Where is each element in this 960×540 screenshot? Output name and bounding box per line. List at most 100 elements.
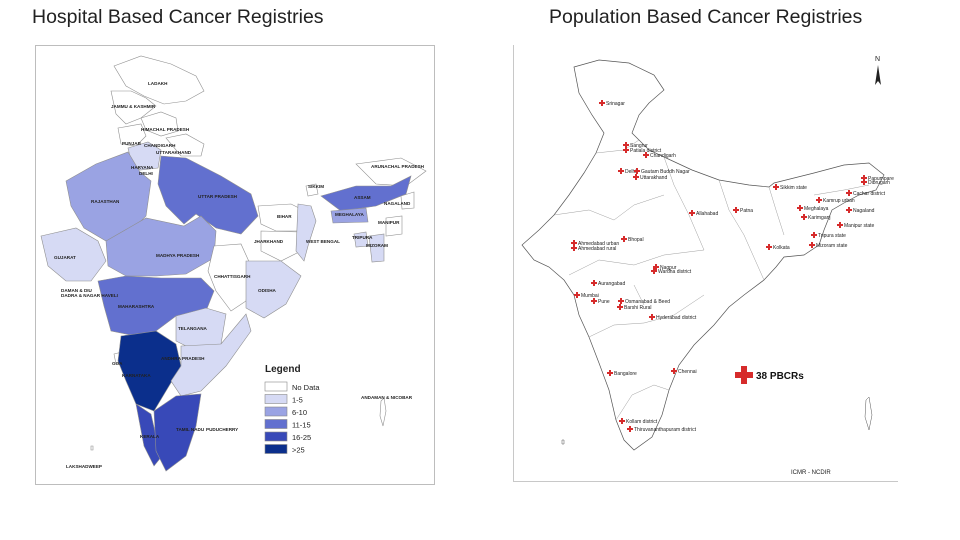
label-rajasthan: RAJASTHAN [91, 199, 120, 204]
label-up: UTTAR PRADESH [198, 194, 238, 199]
pbcr-marker-icon [733, 207, 739, 213]
region-wb [295, 203, 317, 262]
legend-label: 1-5 [292, 396, 303, 405]
pbcr-city-label: Bhopal [628, 237, 644, 243]
pbcr-marker-icon [571, 240, 577, 246]
legend-label: No Data [292, 383, 320, 392]
label-lakshadweep: LAKSHADWEEP [66, 464, 102, 469]
pbcr-marker-icon [634, 168, 640, 174]
pbcr-marker-icon [618, 298, 624, 304]
legend-swatch [264, 394, 288, 404]
pbcr-city-label: Kollam district [626, 419, 658, 425]
label-kerala: KERALA [140, 434, 160, 439]
label-sikkim: SIKKIM [308, 184, 324, 189]
region-rajasthan [65, 151, 152, 242]
label-karnataka: KARNATAKA [122, 373, 151, 378]
pbcr-city-label: Mumbai [581, 293, 599, 299]
region-sikkim [305, 183, 319, 197]
legend-swatch [264, 381, 288, 392]
region-manipur [385, 215, 403, 237]
label-arunachal: ARUNACHAL PRADESH [371, 164, 425, 169]
pbcr-marker-icon [633, 174, 639, 180]
region-tripura [353, 231, 369, 248]
pbcr-city-label: Manipur state [844, 223, 875, 229]
pbcr-city-label: Bangalore [614, 371, 637, 377]
label-chhattisgarh: CHHATTISGARH [214, 274, 251, 279]
label-uttarakhand: UTTARAKHAND [156, 150, 192, 155]
pbcr-marker-icon [607, 370, 613, 376]
pbcr-marker-icon [623, 142, 629, 148]
pbcr-city-label: Kamrup urban [823, 198, 855, 204]
north-arrow: N [875, 56, 881, 85]
pbcr-city-label: Meghalaya [804, 206, 829, 212]
pbcr-marker-icon [837, 222, 843, 228]
pbcr-marker-icon [599, 100, 605, 106]
pbcr-city-label: Nagaland [853, 208, 875, 214]
pbcr-city-label: Hyderabad district [656, 315, 697, 321]
pbcr-marker-icon [619, 418, 625, 424]
right-map-title: Population Based Cancer Registries [549, 6, 863, 28]
hbcr-map-panel: LADAKH JAMMU & KASHMIR HIMACHAL PRADESH … [35, 45, 435, 485]
region-nagaland [400, 191, 415, 210]
pbcr-city-label: Patna [740, 208, 753, 214]
pbcr-marker-icon [571, 245, 577, 251]
legend-swatch [264, 444, 288, 454]
pbcr-city-label: Barshi Rural [624, 305, 652, 311]
pbcr-city-label: Chennai [678, 369, 697, 375]
pbcr-city-label: Uttarakhand [640, 175, 667, 181]
label-ap: ANDHRA PRADESH [161, 356, 205, 361]
pbcr-city-label: Osmanabad & Beed [625, 299, 670, 305]
pbcr-marker-icon [801, 214, 807, 220]
region-andaman [379, 397, 387, 427]
pbcr-marker-icon [846, 190, 852, 196]
pbcr-marker-icon [689, 210, 695, 216]
pbcr-marker-icon [816, 197, 822, 203]
hbcr-map-svg: LADAKH JAMMU & KASHMIR HIMACHAL PRADESH … [40, 55, 427, 472]
map-legend: Legend No Data 1-5 6-10 11-15 16-25 >25 [264, 364, 320, 455]
pbcr-marker-icon [766, 244, 772, 250]
pbcr-marker-icon [627, 426, 633, 432]
region-meghalaya [330, 207, 369, 224]
label-dnh: DAMAN & DIU [61, 288, 93, 293]
pbcr-marker-icon [643, 152, 649, 158]
region-mizoram [368, 233, 385, 263]
pbcr-city-label: Gautam Buddh Nagar [641, 169, 690, 175]
label-mizoram: MIZORAM [366, 243, 388, 248]
pbcr-city-label: Wardha district [658, 269, 692, 275]
label-nagaland: NAGALAND [384, 201, 411, 206]
legend-swatch [264, 431, 288, 442]
region-up [157, 155, 259, 235]
label-telangana: TELANGANA [178, 326, 208, 331]
pbcr-marker-icon [809, 242, 815, 248]
pbcr-city-label: Dibrugarh [868, 180, 890, 186]
pbcr-city-label: Sikkim state [780, 185, 807, 191]
pbcr-city-label: Aurangabad [598, 281, 625, 287]
legend-label: 11-15 [292, 421, 311, 430]
pbcr-marker-icon [621, 236, 627, 242]
pbcr-city-label: Papumpare [868, 176, 894, 182]
label-dnh2: DADRA & NAGAR HAVELI [61, 293, 118, 298]
region-odisha [245, 260, 302, 319]
lakshadweep-islands [561, 439, 565, 445]
region-karnataka [117, 330, 182, 412]
pbcr-city-label: Pune [598, 299, 610, 305]
pbcr-city-label: Tripura state [818, 233, 846, 239]
region-lakshadweep [90, 445, 94, 451]
pbcr-city-label: Patiala district [630, 148, 662, 154]
region-jk [110, 90, 157, 125]
label-bihar: BIHAR [277, 214, 292, 219]
andaman-islands [864, 396, 873, 431]
region-punjab [117, 123, 147, 147]
pbcr-city-label: Karimganj [808, 215, 831, 221]
pbcr-marker-icon [773, 184, 779, 190]
pbcr-marker-icon [623, 147, 629, 153]
region-uttarakhand [165, 133, 205, 157]
label-jk: JAMMU & KASHMIR [111, 104, 156, 109]
label-manipur: MANIPUR [378, 220, 400, 225]
north-arrow-icon [875, 65, 881, 85]
pbcr-city-label: Delhi [625, 169, 636, 175]
pbcr-marker-icon [861, 179, 867, 185]
pbcr-city-label: Srinagar [606, 101, 625, 107]
pbcr-city-label: Nagpur [660, 265, 677, 271]
